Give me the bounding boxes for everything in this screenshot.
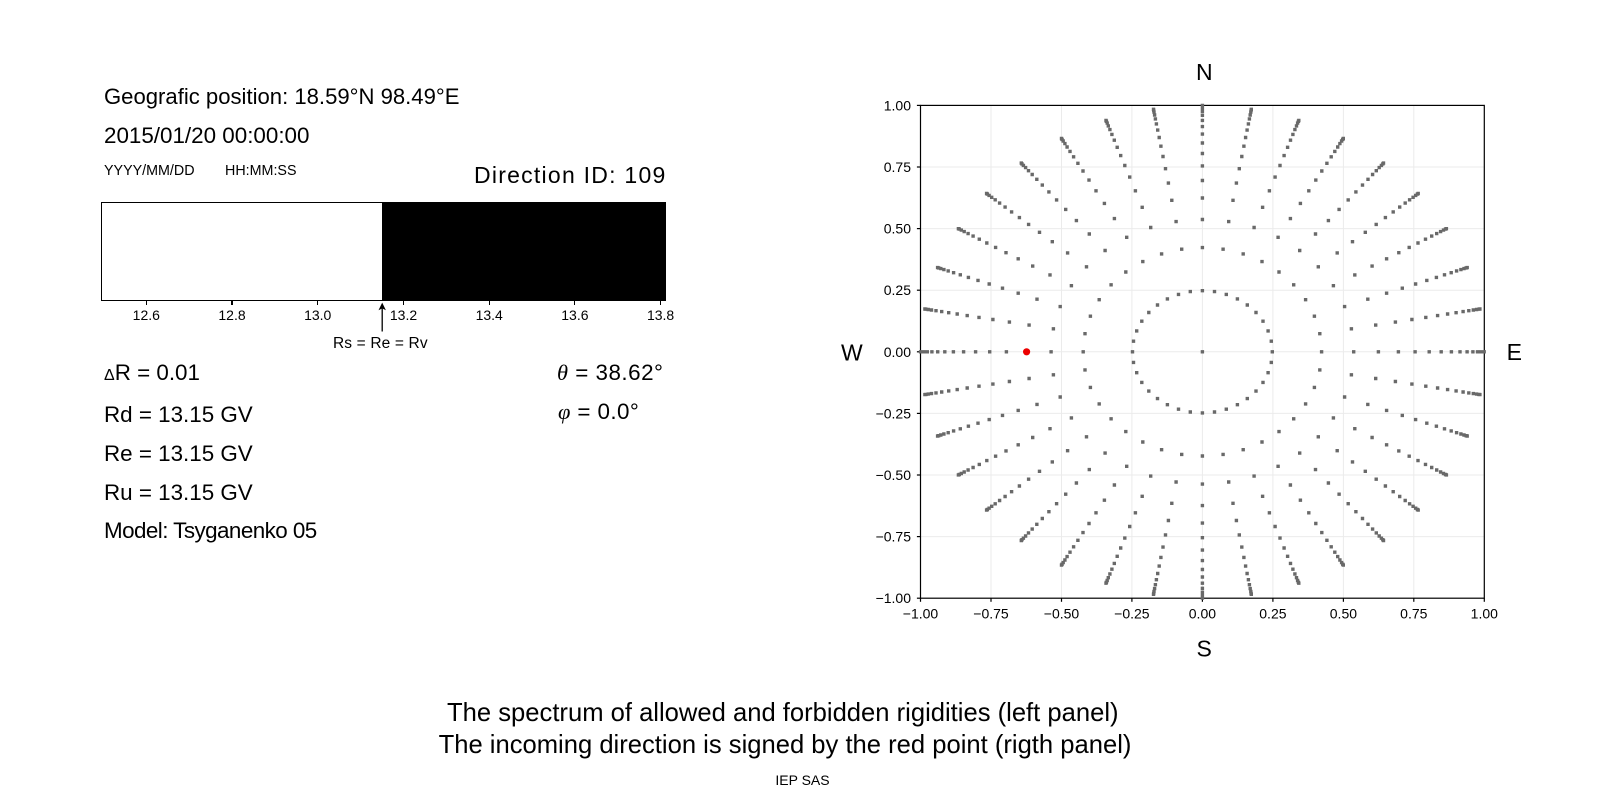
svg-text:E: E: [1507, 339, 1522, 365]
svg-text:−0.50: −0.50: [1044, 605, 1080, 621]
svg-text:0.75: 0.75: [884, 159, 911, 175]
svg-text:0.50: 0.50: [884, 221, 911, 237]
svg-text:S: S: [1197, 635, 1212, 661]
svg-text:N: N: [1196, 59, 1213, 85]
svg-text:0.50: 0.50: [1330, 605, 1357, 621]
svg-text:0.00: 0.00: [884, 344, 911, 360]
svg-text:W: W: [841, 339, 863, 365]
svg-text:0.25: 0.25: [884, 282, 911, 298]
svg-text:−1.00: −1.00: [876, 590, 912, 606]
svg-text:−1.00: −1.00: [903, 605, 939, 621]
svg-text:1.00: 1.00: [884, 97, 911, 113]
svg-text:−0.25: −0.25: [1114, 605, 1150, 621]
svg-text:−0.75: −0.75: [973, 605, 1009, 621]
svg-text:0.25: 0.25: [1259, 605, 1286, 621]
svg-text:0.00: 0.00: [1189, 605, 1216, 621]
svg-text:−0.50: −0.50: [876, 467, 912, 483]
svg-text:1.00: 1.00: [1471, 605, 1498, 621]
svg-text:−0.75: −0.75: [876, 529, 912, 545]
svg-text:−0.25: −0.25: [876, 405, 912, 421]
svg-text:0.75: 0.75: [1400, 605, 1427, 621]
